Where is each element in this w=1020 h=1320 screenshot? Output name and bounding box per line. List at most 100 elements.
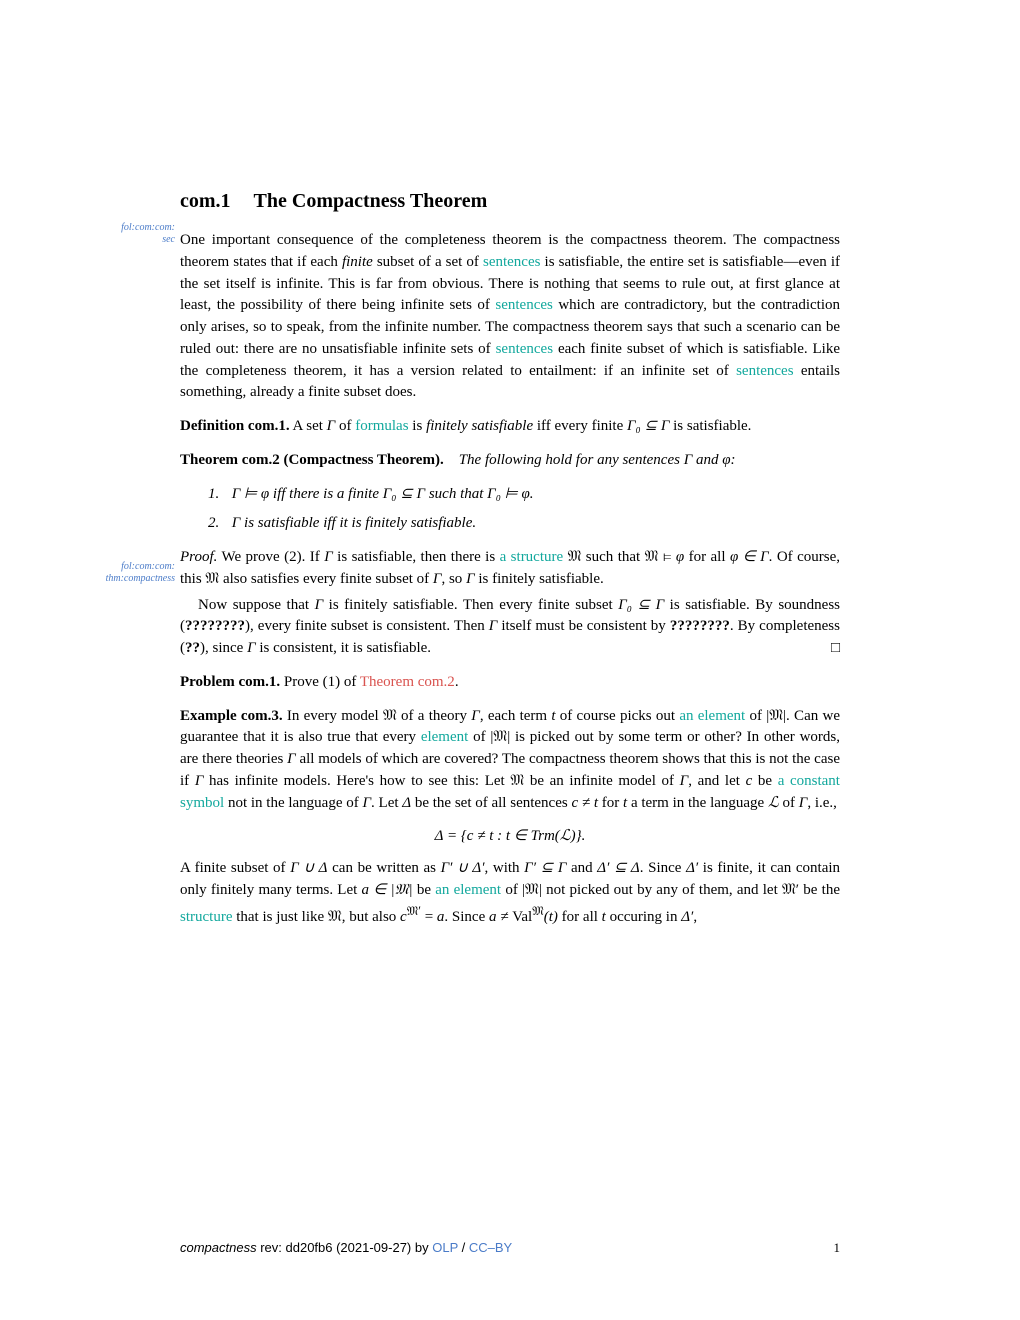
text: ), every finite subset is consistent. Th… bbox=[245, 618, 489, 634]
ref-missing: ???????? bbox=[670, 618, 730, 634]
text: is consistent, it is satisfiable. bbox=[256, 640, 431, 656]
math: Γ₀ ⊆ Γ bbox=[627, 418, 669, 434]
text: be bbox=[752, 773, 777, 789]
math: Γ bbox=[466, 571, 475, 587]
text: is satisfiable. bbox=[669, 418, 751, 434]
theorem-block: Theorem com.2 (Compactness Theorem). The… bbox=[180, 450, 840, 472]
math: Γ′ ⊆ Γ bbox=[524, 860, 566, 876]
theorem-label: Theorem com.2 (Compactness Theorem). bbox=[180, 452, 444, 468]
math: φ bbox=[676, 549, 684, 565]
text: Prove (1) of bbox=[280, 674, 360, 690]
text: , bbox=[693, 909, 697, 925]
math: Γ bbox=[327, 418, 336, 434]
math: Γ bbox=[247, 640, 256, 656]
footer-olp-link[interactable]: OLP bbox=[432, 1240, 458, 1255]
math: Γ ∪ Δ bbox=[290, 860, 327, 876]
section-name: The Compactness Theorem bbox=[254, 190, 488, 212]
definition-label: Definition com.1. bbox=[180, 418, 290, 434]
term-link[interactable]: structure bbox=[180, 909, 232, 925]
example-label: Example com.3. bbox=[180, 708, 283, 724]
math: ℒ bbox=[768, 795, 779, 811]
math: Δ bbox=[402, 795, 411, 811]
section-number: com.1 bbox=[180, 190, 231, 212]
text: itself must be consistent by bbox=[497, 618, 670, 634]
emphasis: finite bbox=[342, 254, 373, 270]
text: subset of a set of bbox=[373, 254, 483, 270]
page-footer: compactness rev: dd20fb6 (2021-09-27) by… bbox=[180, 1239, 840, 1258]
term-link[interactable]: element bbox=[421, 729, 468, 745]
section-title: com.1 The Compactness Theorem bbox=[180, 187, 840, 216]
theorem-item-2: 2. Γ is satisfiable iff it is finitely s… bbox=[208, 513, 840, 535]
term-link[interactable]: a structure bbox=[500, 549, 564, 565]
text: , and let bbox=[688, 773, 745, 789]
text: is finitely satisfiable. Then every fini… bbox=[323, 597, 618, 613]
text: In every model 𝔐 of a theory bbox=[283, 708, 472, 724]
footer-rev-label: rev: bbox=[257, 1240, 286, 1255]
text: is finitely satisfiable. bbox=[475, 571, 604, 587]
margin-note-line: sec bbox=[162, 234, 175, 245]
text: iff every finite bbox=[533, 418, 627, 434]
text: and bbox=[566, 860, 597, 876]
footer-rev: dd20fb6 (2021-09-27) bbox=[286, 1240, 412, 1255]
text: A set bbox=[290, 418, 327, 434]
text: for bbox=[598, 795, 623, 811]
term-link[interactable]: sentences bbox=[496, 341, 553, 357]
proof-label: Proof. bbox=[180, 549, 217, 565]
example-continued: A finite subset of Γ ∪ Δ can be written … bbox=[180, 858, 840, 928]
text: We prove (2). If bbox=[217, 549, 324, 565]
term-link[interactable]: sentences bbox=[483, 254, 540, 270]
footer-cc-link[interactable]: CC–BY bbox=[469, 1240, 512, 1255]
math: Γ bbox=[324, 549, 333, 565]
text: . Since bbox=[640, 860, 686, 876]
margin-note-line: fol:com:com: bbox=[121, 561, 175, 572]
item-number: 1. bbox=[208, 484, 228, 506]
term-link[interactable]: sentences bbox=[736, 363, 793, 379]
ref-link[interactable]: Theorem com.2 bbox=[360, 674, 455, 690]
text: for all bbox=[558, 909, 602, 925]
text: is bbox=[409, 418, 427, 434]
theorem-item-1: 1. Γ ⊨ φ iff there is a finite Γ₀ ⊆ Γ su… bbox=[208, 484, 840, 506]
term-link[interactable]: an element bbox=[435, 882, 501, 898]
term-link[interactable]: sentences bbox=[495, 297, 552, 313]
proof-block: Proof. We prove (2). If Γ is satisfiable… bbox=[180, 547, 840, 591]
ref-missing: ???????? bbox=[185, 618, 245, 634]
text: ), since bbox=[200, 640, 247, 656]
math: Γ′ ∪ Δ′ bbox=[441, 860, 485, 876]
text: A finite subset of bbox=[180, 860, 290, 876]
text: that is just like 𝔐, but also bbox=[232, 909, 400, 925]
term-link[interactable]: formulas bbox=[355, 418, 408, 434]
math: Δ′ ⊆ Δ bbox=[597, 860, 639, 876]
text: can be written as bbox=[328, 860, 441, 876]
math: c ≠ t bbox=[571, 795, 598, 811]
math: Δ′ bbox=[681, 909, 693, 925]
text: , each term bbox=[480, 708, 552, 724]
footer-filename: compactness bbox=[180, 1240, 257, 1255]
text: , with bbox=[484, 860, 524, 876]
math: Γ bbox=[680, 773, 689, 789]
footer-slash: / bbox=[458, 1240, 469, 1255]
footer-by: by bbox=[411, 1240, 432, 1255]
text: , i.e., bbox=[807, 795, 837, 811]
text: has infinite models. Here's how to see t… bbox=[203, 773, 679, 789]
proof-para-2: Now suppose that Γ is finitely satisfiab… bbox=[180, 595, 840, 660]
text: be the set of all sentences bbox=[411, 795, 571, 811]
math: a ∈ |𝔐| bbox=[362, 882, 413, 898]
text: . Let bbox=[371, 795, 402, 811]
text: of bbox=[335, 418, 355, 434]
text: of course picks out bbox=[556, 708, 680, 724]
math: 𝔐 bbox=[563, 549, 581, 565]
problem-label: Problem com.1. bbox=[180, 674, 280, 690]
term-link[interactable]: an element bbox=[679, 708, 745, 724]
text: Val bbox=[512, 909, 532, 925]
text: . bbox=[455, 674, 459, 690]
display-equation: Δ = {c ≠ t : t ∈ Trm(ℒ)}. bbox=[180, 826, 840, 848]
definition-block: Definition com.1. A set Γ of formulas is… bbox=[180, 416, 840, 438]
text: is satisfiable, then there is bbox=[333, 549, 500, 565]
math: a ≠ bbox=[489, 909, 512, 925]
text: not in the language of bbox=[224, 795, 362, 811]
problem-block: Problem com.1. Prove (1) of Theorem com.… bbox=[180, 672, 840, 694]
math: Γ₀ ⊆ Γ bbox=[618, 597, 664, 613]
text: of bbox=[779, 795, 799, 811]
intro-paragraph: One important consequence of the complet… bbox=[180, 230, 840, 404]
margin-note-sec: fol:com:com: sec bbox=[75, 222, 175, 246]
